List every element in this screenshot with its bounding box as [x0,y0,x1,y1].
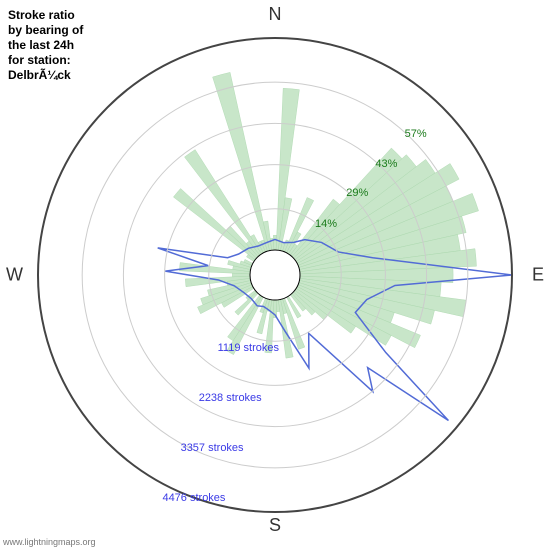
cardinal-n: N [269,4,282,25]
pct-ring-label: 29% [346,187,368,199]
stroke-count-label: 1119 strokes [218,342,279,354]
cardinal-w: W [6,265,23,286]
pct-ring-label: 57% [405,128,427,140]
stroke-count-label: 3357 strokes [181,442,244,454]
footer-attribution: www.lightningmaps.org [3,537,96,547]
pct-ring-label: 14% [315,218,337,230]
cardinal-s: S [269,515,281,536]
pct-ring-label: 43% [375,158,397,170]
stroke-count-label: 2238 strokes [199,392,262,404]
polar-chart: Stroke ratio by bearing of the last 24h … [0,0,550,550]
stroke-count-label: 4476 strokes [162,492,225,504]
chart-title: Stroke ratio by bearing of the last 24h … [8,8,83,83]
cardinal-e: E [532,265,544,286]
